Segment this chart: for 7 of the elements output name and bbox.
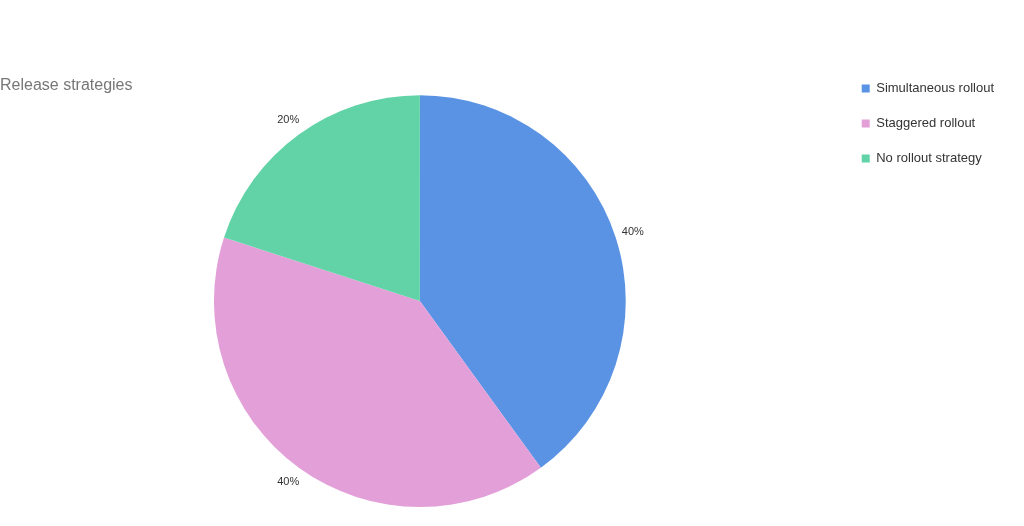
text: Release strategies xyxy=(0,76,133,94)
legend-label: Staggered rollout xyxy=(876,115,976,131)
data-label: 20% xyxy=(277,112,300,125)
data-label: 40% xyxy=(277,475,300,488)
legend-label: Simultaneous rollout xyxy=(876,80,995,96)
legend-label: No rollout strategy xyxy=(876,150,983,166)
data-label: 40% xyxy=(621,224,645,237)
